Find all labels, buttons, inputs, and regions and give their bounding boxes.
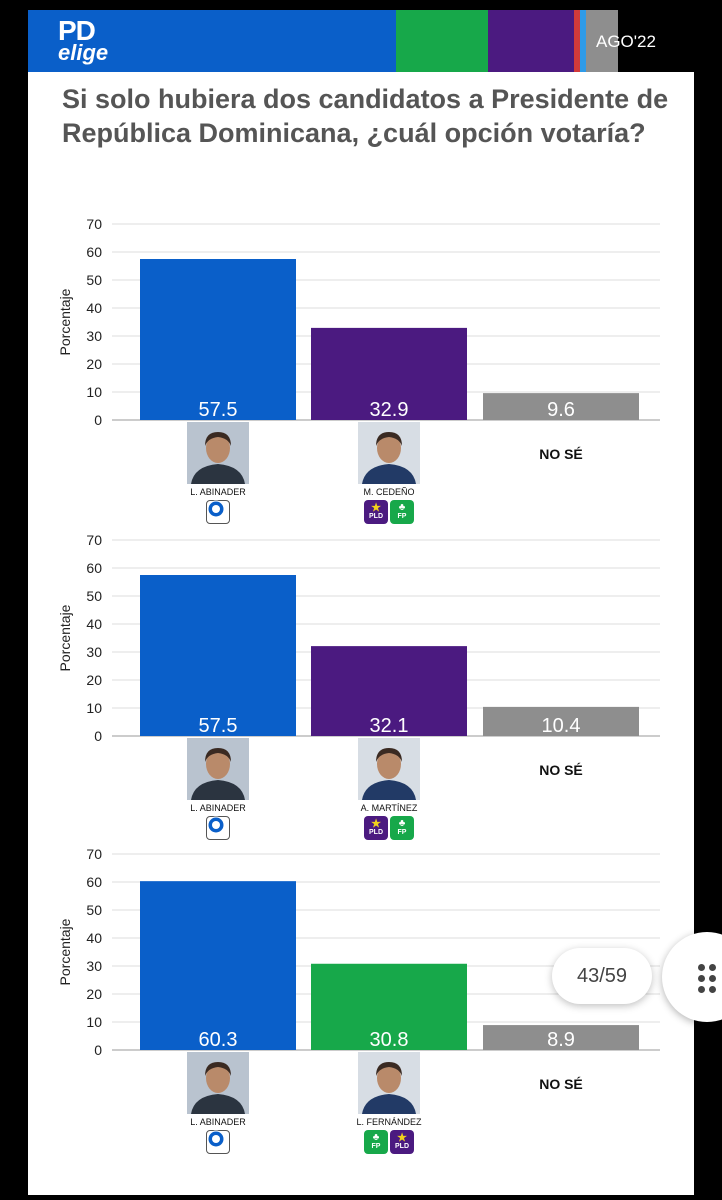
page-counter[interactable]: 43/59 [552, 948, 652, 1004]
header-gray-segment [586, 10, 618, 72]
y-tick-label: 0 [94, 1042, 102, 1058]
party-logo-fp: ♣ FP [390, 816, 414, 840]
party-logo-prm [206, 816, 230, 840]
y-axis-label: Porcentaje [57, 604, 73, 671]
y-tick-label: 10 [86, 700, 102, 716]
slide-frame: PD elige AGO'22 Si solo hubiera dos cand… [28, 10, 694, 1195]
candidate-name: L. ABINADER [190, 803, 246, 813]
y-tick-label: 40 [86, 930, 102, 946]
candidate-name: M. CEDEÑO [363, 487, 415, 497]
person-icon [187, 1052, 249, 1114]
y-tick-label: 20 [86, 356, 102, 372]
y-tick-label: 20 [86, 672, 102, 688]
y-tick-label: 70 [86, 532, 102, 548]
page-title: Si solo hubiera dos candidatos a Preside… [62, 84, 669, 148]
y-tick-label: 50 [86, 588, 102, 604]
y-tick-label: 50 [86, 902, 102, 918]
person-icon [187, 422, 249, 484]
header-red-stripe [574, 10, 580, 72]
bar-value-label: 57.5 [199, 715, 238, 737]
logo-elige: elige [58, 40, 109, 65]
y-tick-label: 10 [86, 384, 102, 400]
candidate-name: L. ABINADER [190, 1117, 246, 1127]
y-tick-label: 10 [86, 1014, 102, 1030]
bar-chart-1: 70 60 50 40 30 20 10 0 Porcentaje 57.5 32.9 9.6 L. A… [28, 210, 694, 526]
y-tick-label: 0 [94, 412, 102, 428]
header-banner: PD elige AGO'22 [28, 10, 694, 72]
grid-dots-icon [698, 964, 720, 994]
bar-2 [311, 646, 467, 736]
bar-value-label: 10.4 [542, 715, 581, 737]
bar-chart-2: 70 60 50 40 30 20 10 0 Porcentaje 57.5 32.1 10.4 L. … [28, 526, 694, 842]
y-tick-label: 20 [86, 986, 102, 1002]
chart-svg: 70 60 50 40 30 20 10 0 Porcentaje 57.5 32.1 10.4 [57, 532, 660, 744]
party-logo-pld: ★ PLD [364, 816, 388, 840]
y-tick-label: 70 [86, 216, 102, 232]
y-axis-label: Porcentaje [57, 918, 73, 985]
candidate-photo [187, 738, 249, 800]
party-logo-fp: ♣ FP [364, 1130, 388, 1154]
no-se-label: NO SÉ [539, 446, 583, 462]
candidate-photo [358, 422, 420, 484]
candidate-photo [358, 738, 420, 800]
y-tick-label: 30 [86, 328, 102, 344]
logo-pd: PD [58, 15, 96, 46]
candidate-photo [187, 1052, 249, 1114]
prm-logo-icon [207, 1130, 225, 1148]
y-tick-label: 60 [86, 874, 102, 890]
bar-3 [483, 1025, 639, 1050]
y-tick-label: 30 [86, 958, 102, 974]
candidate-photo [187, 422, 249, 484]
y-tick-label: 70 [86, 846, 102, 862]
y-tick-label: 0 [94, 728, 102, 744]
bar-value-label: 9.6 [547, 399, 575, 421]
bar-3 [483, 393, 639, 420]
y-tick-label: 60 [86, 560, 102, 576]
party-logo-prm [206, 500, 230, 524]
header-green-segment [396, 10, 488, 72]
chart-svg: 70 60 50 40 30 20 10 0 Porcentaje 60.3 30.8 8.9 [57, 846, 660, 1058]
bar-value-label: 32.1 [370, 715, 409, 737]
bar-value-label: 57.5 [199, 399, 238, 421]
bar-2 [311, 963, 467, 1050]
y-tick-label: 40 [86, 616, 102, 632]
y-tick-label: 30 [86, 644, 102, 660]
y-tick-label: 40 [86, 300, 102, 316]
person-icon [187, 738, 249, 800]
bar-1 [140, 881, 296, 1050]
candidate-name: L. ABINADER [190, 487, 246, 497]
header-black-segment [618, 10, 694, 72]
party-logo-pld: ★ PLD [364, 500, 388, 524]
candidate-name: A. MARTÍNEZ [360, 803, 418, 813]
no-se-label: NO SÉ [539, 1076, 583, 1092]
bar-1 [140, 575, 296, 736]
party-logo-fp: ♣ FP [390, 500, 414, 524]
bar-value-label: 32.9 [370, 399, 409, 421]
header-cyan-stripe [580, 10, 586, 72]
bar-1 [140, 259, 296, 420]
bar-2 [311, 327, 467, 420]
party-logo-pld: ★ PLD [390, 1130, 414, 1154]
person-icon [358, 738, 420, 800]
person-icon [358, 422, 420, 484]
chart-svg: 70 60 50 40 30 20 10 0 Porcentaje 57.5 32.9 9.6 [57, 216, 660, 428]
y-tick-label: 50 [86, 272, 102, 288]
person-icon [358, 1052, 420, 1114]
bar-value-label: 60.3 [199, 1029, 238, 1051]
y-axis-label: Porcentaje [57, 288, 73, 355]
bar-value-label: 30.8 [370, 1029, 409, 1051]
no-se-label: NO SÉ [539, 762, 583, 778]
date-label: AGO'22 [596, 32, 656, 51]
header-purple-segment [488, 10, 574, 72]
y-tick-label: 60 [86, 244, 102, 260]
prm-logo-icon [207, 500, 225, 518]
candidate-photo [358, 1052, 420, 1114]
bar-3 [483, 706, 639, 736]
prm-logo-icon [207, 816, 225, 834]
bar-value-label: 8.9 [547, 1029, 575, 1051]
bar-chart-3: 70 60 50 40 30 20 10 0 Porcentaje 60.3 30.8 8.9 L. A… [28, 840, 694, 1156]
party-logo-prm [206, 1130, 230, 1154]
candidate-name: L. FERNÁNDEZ [356, 1117, 422, 1127]
header-blue-segment [28, 10, 396, 72]
